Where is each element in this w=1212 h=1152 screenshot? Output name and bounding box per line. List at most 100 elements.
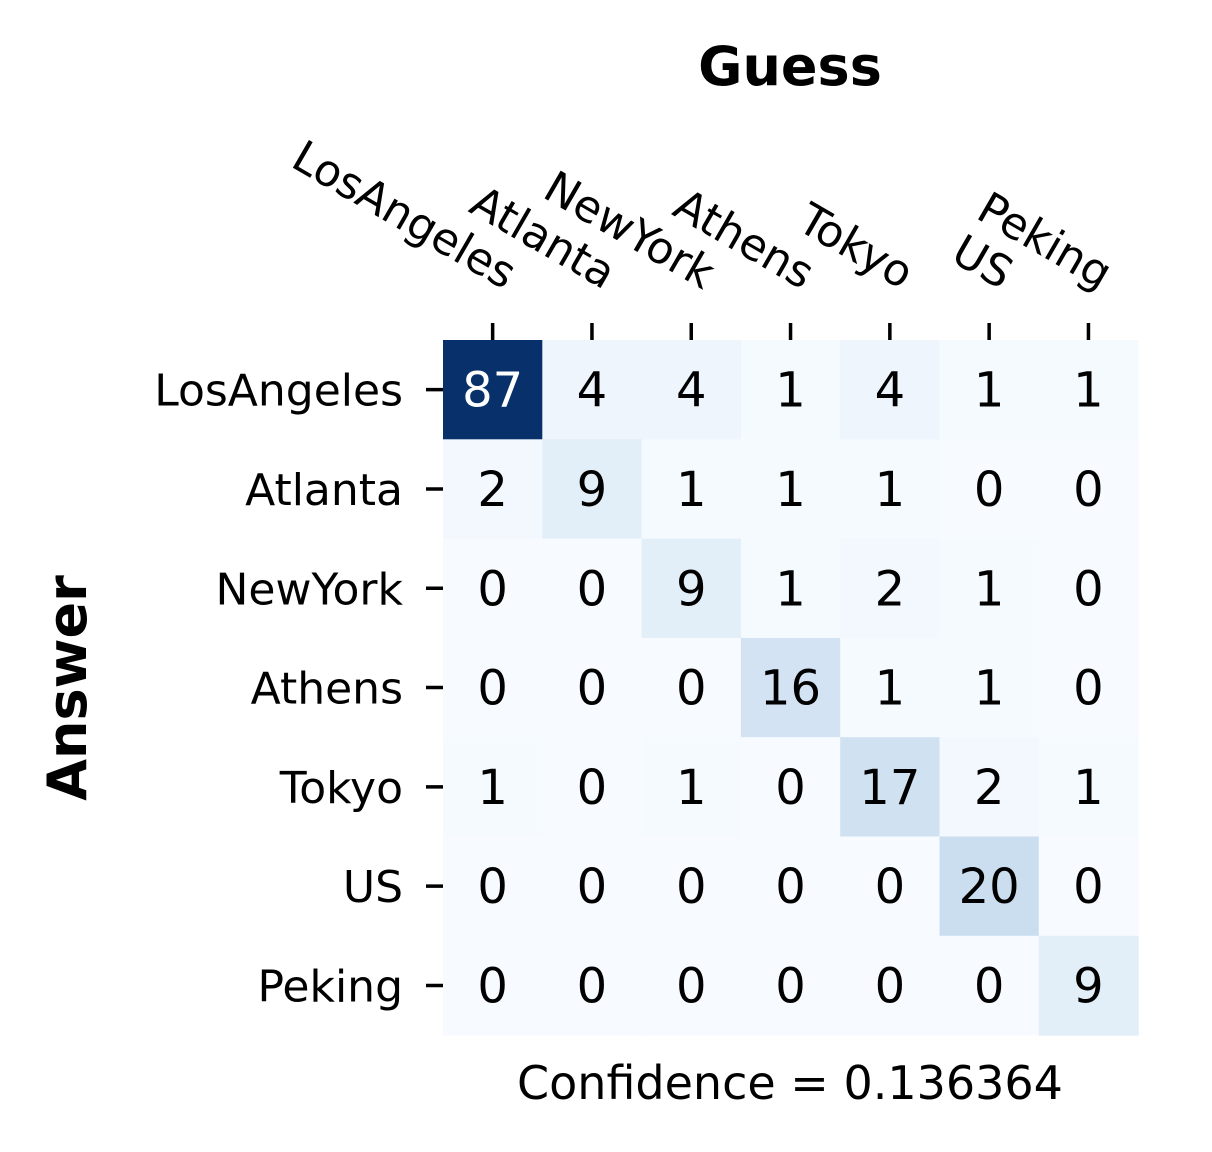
x-axis-title: Guess: [698, 35, 882, 98]
heatmap-cell-value-5-3: 0: [775, 859, 806, 915]
heatmap-cell-0-1: [542, 340, 643, 440]
heatmap-cell-value-0-5: 1: [974, 363, 1005, 419]
heatmap-cells: [443, 340, 1139, 1036]
heatmap-cell-2-3: [740, 538, 841, 639]
heatmap-cell-2-6: [1038, 538, 1139, 639]
heatmap-cell-1-2: [641, 439, 742, 540]
heatmap-cell-1-6: [1038, 439, 1139, 540]
heatmap-cell-value-5-6: 0: [1073, 859, 1104, 915]
heatmap-cell-5-5: [939, 836, 1040, 937]
heatmap-cell-5-0: [443, 836, 543, 937]
heatmap-cell-6-0: [443, 935, 543, 1036]
heatmap-cell-value-6-3: 0: [775, 958, 806, 1014]
heatmap-cell-1-4: [840, 439, 941, 540]
heatmap-cell-1-5: [939, 439, 1040, 540]
heatmap-cell-1-0: [443, 439, 543, 540]
heatmap-cell-2-4: [840, 538, 941, 639]
heatmap-cell-5-3: [740, 836, 841, 937]
heatmap-cell-value-3-1: 0: [577, 661, 608, 717]
y-tick-label-us: US: [343, 862, 403, 913]
heatmap-cell-1-1: [542, 439, 643, 540]
heatmap-cell-4-4: [840, 737, 941, 838]
heatmap-cell-value-0-4: 4: [875, 363, 906, 419]
heatmap-cell-2-2: [641, 538, 742, 639]
y-tick-label-newyork: NewYork: [216, 564, 404, 615]
heatmap-cell-2-1: [542, 538, 643, 639]
heatmap-cell-3-3: [740, 637, 841, 738]
heatmap-cell-value-5-4: 0: [875, 859, 906, 915]
heatmap-cell-value-6-2: 0: [676, 958, 707, 1014]
heatmap-cell-0-3: [740, 340, 841, 440]
heatmap-cell-6-2: [641, 935, 742, 1036]
heatmap-cell-value-3-4: 1: [875, 661, 906, 717]
heatmap-cell-labels: 87 4 4 1 4 1 12 9 1 1 1 0 00 0 9 1 2 1 00 0 0 16 1 1 01 0 1 0 17 2 10 0…: [462, 363, 1104, 1015]
heatmap-cell-value-0-0: 87: [462, 363, 523, 419]
heatmap-cell-value-2-1: 0: [577, 561, 608, 617]
y-tick-label-atlanta: Atlanta: [245, 465, 403, 516]
heatmap-cell-value-6-5: 0: [974, 958, 1005, 1014]
y-axis-title: Answer: [36, 575, 99, 801]
heatmap-cell-5-1: [542, 836, 643, 937]
heatmap-cell-value-4-5: 2: [974, 760, 1005, 816]
heatmap-cell-6-6: [1038, 935, 1139, 1036]
heatmap-cell-value-1-5: 0: [974, 462, 1005, 518]
heatmap-cell-0-0: [443, 340, 543, 440]
heatmap-cell-value-2-2: 9: [676, 561, 707, 617]
heatmap-cell-value-1-6: 0: [1073, 462, 1104, 518]
heatmap-cell-value-2-6: 0: [1073, 561, 1104, 617]
heatmap-cell-value-2-5: 1: [974, 561, 1005, 617]
heatmap-cell-3-5: [939, 637, 1040, 738]
heatmap-cell-2-0: [443, 538, 543, 639]
x-tick-label-tokyo: Tokyo: [789, 193, 922, 299]
heatmap-cell-0-4: [840, 340, 941, 440]
heatmap-cell-value-5-0: 0: [477, 859, 508, 915]
heatmap-cell-3-4: [840, 637, 941, 738]
heatmap-cell-value-5-2: 0: [676, 859, 707, 915]
heatmap-cell-4-1: [542, 737, 643, 838]
heatmap-cell-0-2: [641, 340, 742, 440]
heatmap-cell-value-4-3: 0: [775, 760, 806, 816]
heatmap-cell-2-5: [939, 538, 1040, 639]
heatmap-cell-4-5: [939, 737, 1040, 838]
heatmap-cell-value-4-2: 1: [676, 760, 707, 816]
heatmap-cell-value-3-6: 0: [1073, 661, 1104, 717]
heatmap-cell-value-4-4: 17: [859, 760, 920, 816]
heatmap-cell-value-2-4: 2: [875, 561, 906, 617]
heatmap-cell-4-6: [1038, 737, 1139, 838]
heatmap-cell-1-3: [740, 439, 841, 540]
heatmap-cell-value-6-6: 9: [1073, 958, 1104, 1014]
heatmap-cell-5-4: [840, 836, 941, 937]
heatmap-cell-6-4: [840, 935, 941, 1036]
heatmap-cell-value-0-3: 1: [775, 363, 806, 419]
y-axis-ticks: LosAngeles Atlanta NewYork Athens Tokyo US Pek…: [154, 366, 443, 1012]
y-tick-label-peking: Peking: [257, 961, 403, 1012]
heatmap-cell-value-4-0: 1: [477, 760, 508, 816]
heatmap-cell-5-2: [641, 836, 742, 937]
heatmap-cell-6-1: [542, 935, 643, 1036]
heatmap-cell-value-1-3: 1: [775, 462, 806, 518]
heatmap-cell-value-3-0: 0: [477, 661, 508, 717]
heatmap-cell-value-3-5: 1: [974, 661, 1005, 717]
heatmap-cell-value-2-0: 0: [477, 561, 508, 617]
heatmap-cell-value-4-6: 1: [1073, 760, 1104, 816]
confidence-label: Confidence = 0.136364: [517, 1056, 1063, 1110]
heatmap-cell-value-5-5: 20: [959, 859, 1020, 915]
heatmap-cell-value-4-1: 0: [577, 760, 608, 816]
y-tick-label-athens: Athens: [251, 664, 403, 715]
heatmap-cell-4-0: [443, 737, 543, 838]
heatmap-cell-4-2: [641, 737, 742, 838]
heatmap-cell-value-1-1: 9: [577, 462, 608, 518]
heatmap-cell-3-0: [443, 637, 543, 738]
heatmap-cell-value-6-4: 0: [875, 958, 906, 1014]
heatmap-cell-value-1-0: 2: [477, 462, 508, 518]
y-tick-label-tokyo: Tokyo: [279, 763, 403, 814]
heatmap-cell-value-0-6: 1: [1073, 363, 1104, 419]
heatmap-cell-value-1-4: 1: [875, 462, 906, 518]
heatmap-cell-value-3-3: 16: [760, 661, 821, 717]
heatmap-cell-3-2: [641, 637, 742, 738]
heatmap-cell-value-2-3: 1: [775, 561, 806, 617]
heatmap-cell-6-5: [939, 935, 1040, 1036]
heatmap-cell-6-3: [740, 935, 841, 1036]
